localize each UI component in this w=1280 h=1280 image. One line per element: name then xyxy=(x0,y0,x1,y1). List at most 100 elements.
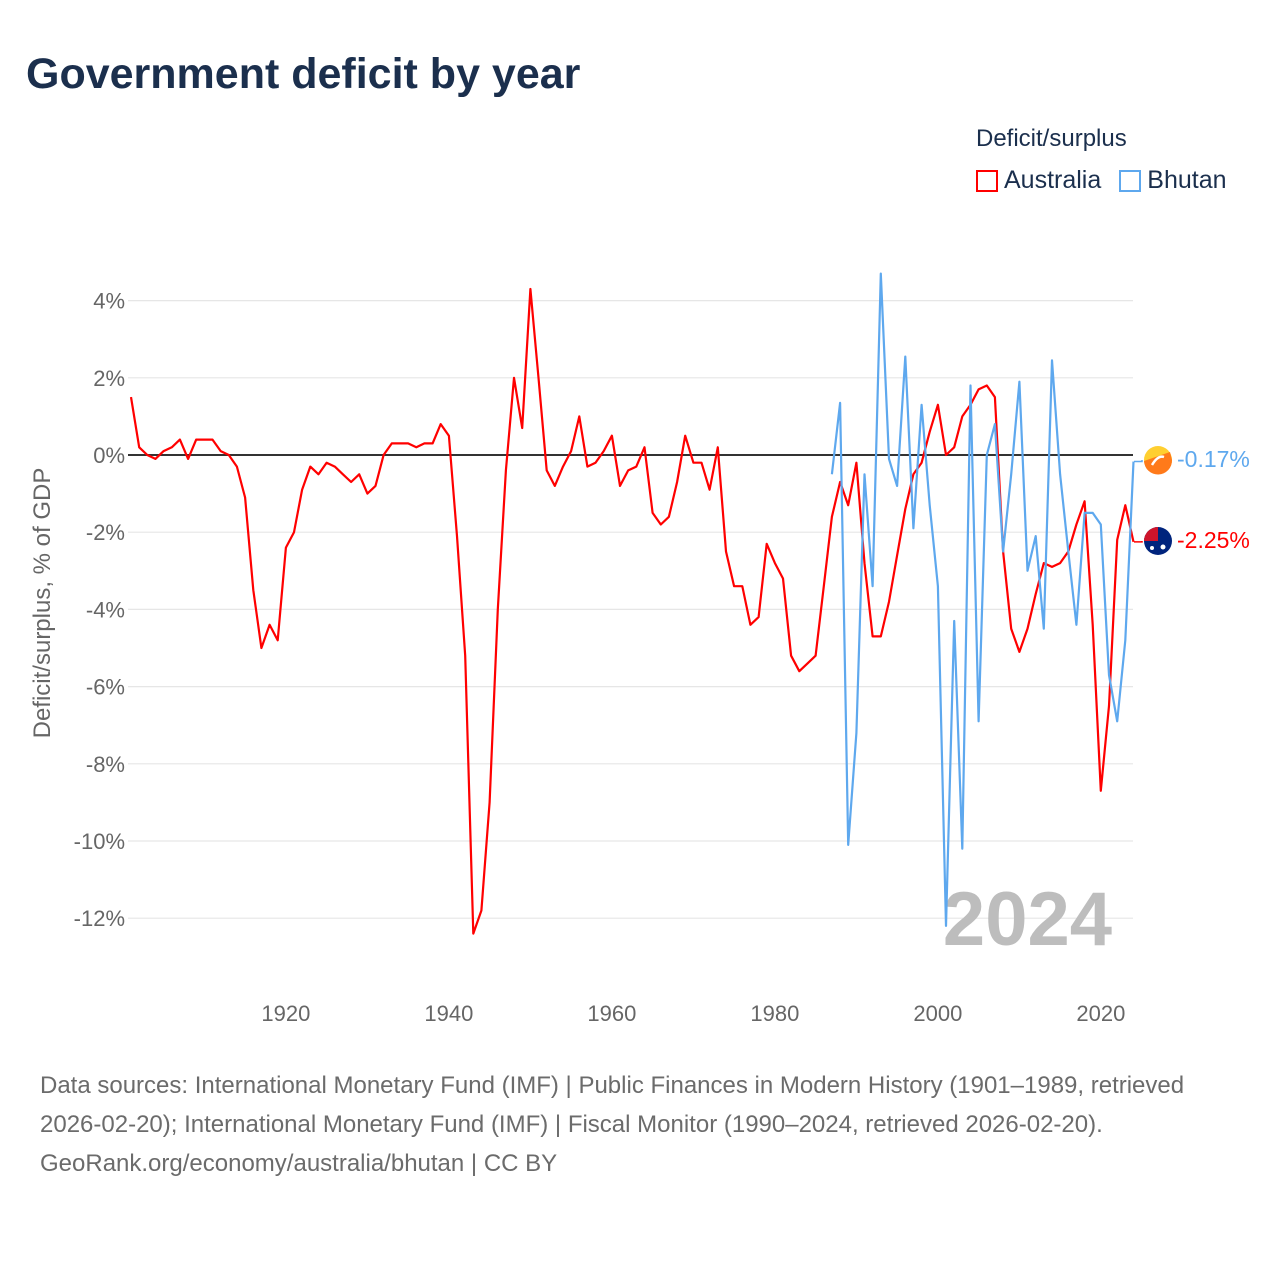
data-point-australia[interactable] xyxy=(1016,649,1022,655)
data-point-bhutan[interactable] xyxy=(886,456,892,462)
data-point-australia[interactable] xyxy=(405,440,411,446)
data-point-bhutan[interactable] xyxy=(845,842,851,848)
data-point-australia[interactable] xyxy=(258,645,264,651)
data-point-australia[interactable] xyxy=(1082,498,1088,504)
data-point-australia[interactable] xyxy=(462,653,468,659)
data-point-australia[interactable] xyxy=(699,460,705,466)
data-point-australia[interactable] xyxy=(764,541,770,547)
data-point-australia[interactable] xyxy=(1008,626,1014,632)
data-point-australia[interactable] xyxy=(1090,622,1096,628)
data-point-australia[interactable] xyxy=(829,514,835,520)
data-point-australia[interactable] xyxy=(593,460,599,466)
data-point-australia[interactable] xyxy=(821,583,827,589)
data-point-australia[interactable] xyxy=(715,444,721,450)
data-point-australia[interactable] xyxy=(413,444,419,450)
data-point-australia[interactable] xyxy=(747,622,753,628)
data-point-australia[interactable] xyxy=(275,637,281,643)
data-point-australia[interactable] xyxy=(291,529,297,535)
data-point-australia[interactable] xyxy=(1122,502,1128,508)
series-line-bhutan[interactable] xyxy=(830,272,1135,928)
data-point-australia[interactable] xyxy=(421,440,427,446)
data-point-australia[interactable] xyxy=(373,483,379,489)
data-point-australia[interactable] xyxy=(1025,626,1031,632)
data-point-australia[interactable] xyxy=(340,471,346,477)
series-line-australia[interactable] xyxy=(129,287,1135,935)
data-point-bhutan[interactable] xyxy=(853,730,859,736)
data-point-bhutan[interactable] xyxy=(829,471,835,477)
data-point-australia[interactable] xyxy=(650,510,656,516)
data-point-australia[interactable] xyxy=(723,549,729,555)
data-point-bhutan[interactable] xyxy=(837,400,843,406)
data-point-australia[interactable] xyxy=(1114,537,1120,543)
data-point-australia[interactable] xyxy=(780,576,786,582)
data-point-australia[interactable] xyxy=(641,444,647,450)
data-point-bhutan[interactable] xyxy=(1073,622,1079,628)
data-point-australia[interactable] xyxy=(633,464,639,470)
data-point-australia[interactable] xyxy=(315,471,321,477)
data-point-bhutan[interactable] xyxy=(878,271,884,277)
data-point-australia[interactable] xyxy=(332,464,338,470)
data-point-bhutan[interactable] xyxy=(1000,549,1006,555)
data-point-australia[interactable] xyxy=(878,633,884,639)
data-point-australia[interactable] xyxy=(364,491,370,497)
data-point-australia[interactable] xyxy=(707,487,713,493)
credit-link[interactable]: GeoRank.org/economy/australia/bhutan | C… xyxy=(40,1150,558,1177)
data-point-australia[interactable] xyxy=(1073,521,1079,527)
data-point-bhutan[interactable] xyxy=(1106,672,1112,678)
data-point-australia[interactable] xyxy=(470,931,476,937)
data-point-australia[interactable] xyxy=(666,514,672,520)
data-point-australia[interactable] xyxy=(919,460,925,466)
data-point-australia[interactable] xyxy=(927,429,933,435)
data-point-bhutan[interactable] xyxy=(935,583,941,589)
data-point-australia[interactable] xyxy=(389,440,395,446)
data-point-bhutan[interactable] xyxy=(1008,471,1014,477)
data-point-bhutan[interactable] xyxy=(1082,510,1088,516)
data-point-australia[interactable] xyxy=(1057,560,1063,566)
data-point-bhutan[interactable] xyxy=(1025,568,1031,574)
data-point-australia[interactable] xyxy=(951,444,957,450)
data-point-australia[interactable] xyxy=(430,440,436,446)
data-point-australia[interactable] xyxy=(234,464,240,470)
data-point-australia[interactable] xyxy=(772,560,778,566)
data-point-australia[interactable] xyxy=(560,464,566,470)
data-point-australia[interactable] xyxy=(731,583,737,589)
data-point-australia[interactable] xyxy=(250,587,256,593)
data-point-australia[interactable] xyxy=(674,479,680,485)
data-point-australia[interactable] xyxy=(128,394,134,400)
data-point-australia[interactable] xyxy=(487,799,493,805)
data-point-australia[interactable] xyxy=(1106,703,1112,709)
data-point-bhutan[interactable] xyxy=(862,471,868,477)
data-point-australia[interactable] xyxy=(959,413,965,419)
data-point-bhutan[interactable] xyxy=(959,846,965,852)
data-point-bhutan[interactable] xyxy=(1033,533,1039,539)
legend-item-bhutan[interactable]: Bhutan xyxy=(1119,166,1227,195)
data-point-australia[interactable] xyxy=(1098,788,1104,794)
data-point-bhutan[interactable] xyxy=(1065,549,1071,555)
data-point-australia[interactable] xyxy=(527,286,533,292)
data-point-bhutan[interactable] xyxy=(976,718,982,724)
data-point-australia[interactable] xyxy=(886,599,892,605)
data-point-australia[interactable] xyxy=(568,448,574,454)
data-point-australia[interactable] xyxy=(210,437,216,443)
data-point-bhutan[interactable] xyxy=(1122,637,1128,643)
data-point-australia[interactable] xyxy=(788,653,794,659)
data-point-australia[interactable] xyxy=(625,467,631,473)
data-point-australia[interactable] xyxy=(943,452,949,458)
data-point-australia[interactable] xyxy=(739,583,745,589)
data-point-bhutan[interactable] xyxy=(894,483,900,489)
data-point-australia[interactable] xyxy=(152,456,158,462)
data-point-australia[interactable] xyxy=(804,660,810,666)
data-point-australia[interactable] xyxy=(177,437,183,443)
data-point-australia[interactable] xyxy=(902,506,908,512)
data-point-australia[interactable] xyxy=(853,460,859,466)
data-point-australia[interactable] xyxy=(511,375,517,381)
data-point-australia[interactable] xyxy=(796,668,802,674)
data-point-bhutan[interactable] xyxy=(943,923,949,929)
data-point-australia[interactable] xyxy=(161,448,167,454)
data-point-bhutan[interactable] xyxy=(1057,471,1063,477)
data-point-australia[interactable] xyxy=(658,521,664,527)
data-point-bhutan[interactable] xyxy=(1041,626,1047,632)
data-point-australia[interactable] xyxy=(454,533,460,539)
data-point-australia[interactable] xyxy=(544,467,550,473)
data-point-australia[interactable] xyxy=(169,444,175,450)
